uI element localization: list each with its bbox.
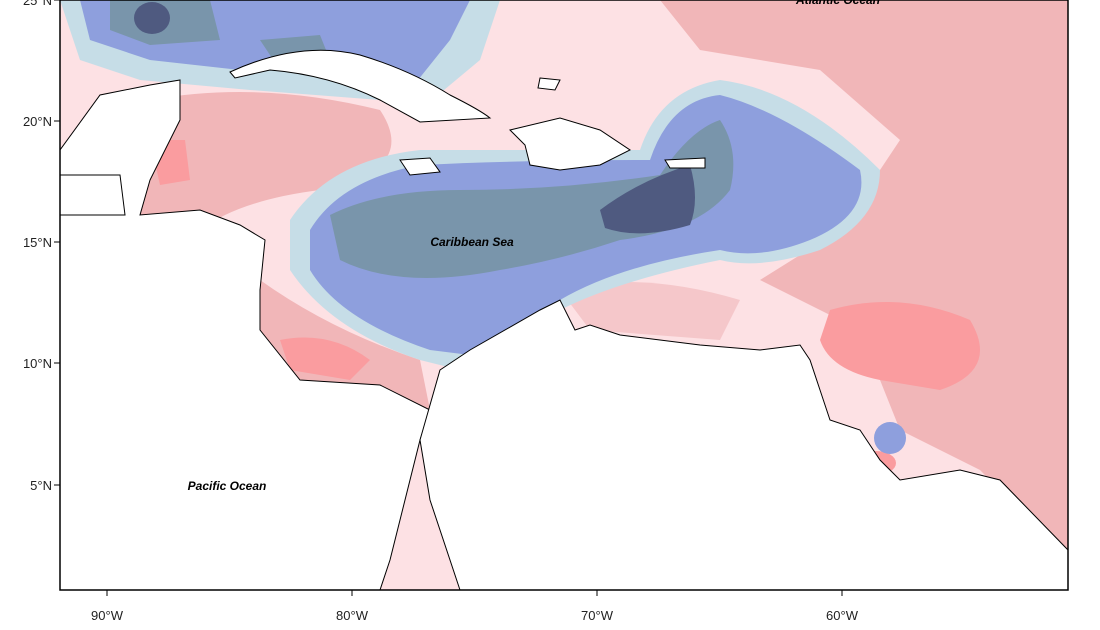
y-tick-label: 20°N [23, 114, 52, 129]
axis-ticks: 25°N 20°N 15°N 10°N 5°N 90°W 80°W 70°W 60°W [23, 0, 859, 623]
place-label: Atlantic Ocean [795, 0, 880, 7]
y-tick-label: 15°N [23, 235, 52, 250]
y-tick-label: 10°N [23, 356, 52, 371]
anomaly-field [60, 0, 1068, 590]
y-tick-label: 25°N [23, 0, 52, 8]
map-frame [59, 0, 1069, 591]
x-tick-label: 60°W [826, 608, 859, 623]
x-tick-label: 80°W [336, 608, 369, 623]
place-label: Pacific Ocean [188, 479, 267, 493]
place-label: Caribbean Sea [430, 235, 514, 249]
y-tick-label: 5°N [30, 478, 52, 493]
x-tick-label: 70°W [581, 608, 614, 623]
x-tick-label: 90°W [91, 608, 124, 623]
